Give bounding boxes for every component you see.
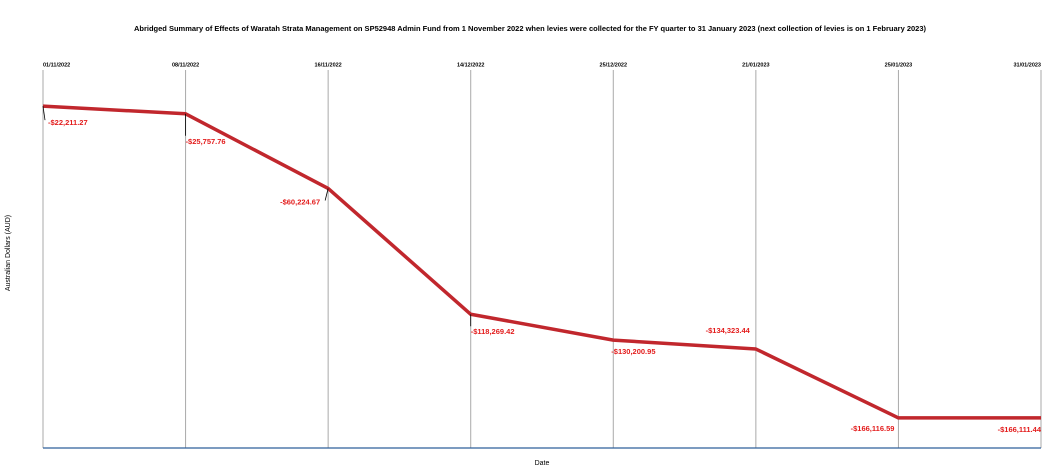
value-label: -$118,269.42 bbox=[471, 327, 515, 336]
leader-line bbox=[324, 188, 329, 201]
leader-line bbox=[42, 106, 46, 121]
x-tick-label: 21/01/2023 bbox=[742, 62, 770, 68]
value-label: -$134,323.44 bbox=[706, 326, 751, 335]
x-tick-label: 25/12/2022 bbox=[600, 62, 628, 68]
chart-title: Abridged Summary of Effects of Waratah S… bbox=[133, 24, 927, 33]
value-label: -$25,757.76 bbox=[186, 137, 226, 146]
x-tick-label: 08/11/2022 bbox=[172, 62, 199, 68]
x-tick-label: 01/11/2022 bbox=[43, 62, 70, 68]
series-line bbox=[42, 104, 1042, 420]
value-label: -$166,111.44 bbox=[998, 425, 1042, 434]
x-tick-label: 25/01/2023 bbox=[885, 62, 913, 68]
y-axis-label: Australian Dollars (AUD) bbox=[5, 215, 12, 291]
x-tick-label: 14/12/2022 bbox=[457, 62, 485, 68]
x-axis-label: Date bbox=[535, 460, 550, 467]
value-label: -$22,211.27 bbox=[48, 118, 88, 127]
value-label: -$130,200.95 bbox=[611, 347, 655, 356]
x-tick-label: 31/01/2023 bbox=[1013, 62, 1041, 68]
value-label: -$166,116.59 bbox=[851, 424, 895, 433]
value-label: -$60,224.67 bbox=[280, 197, 320, 206]
x-tick-label: 16/11/2022 bbox=[315, 62, 342, 68]
